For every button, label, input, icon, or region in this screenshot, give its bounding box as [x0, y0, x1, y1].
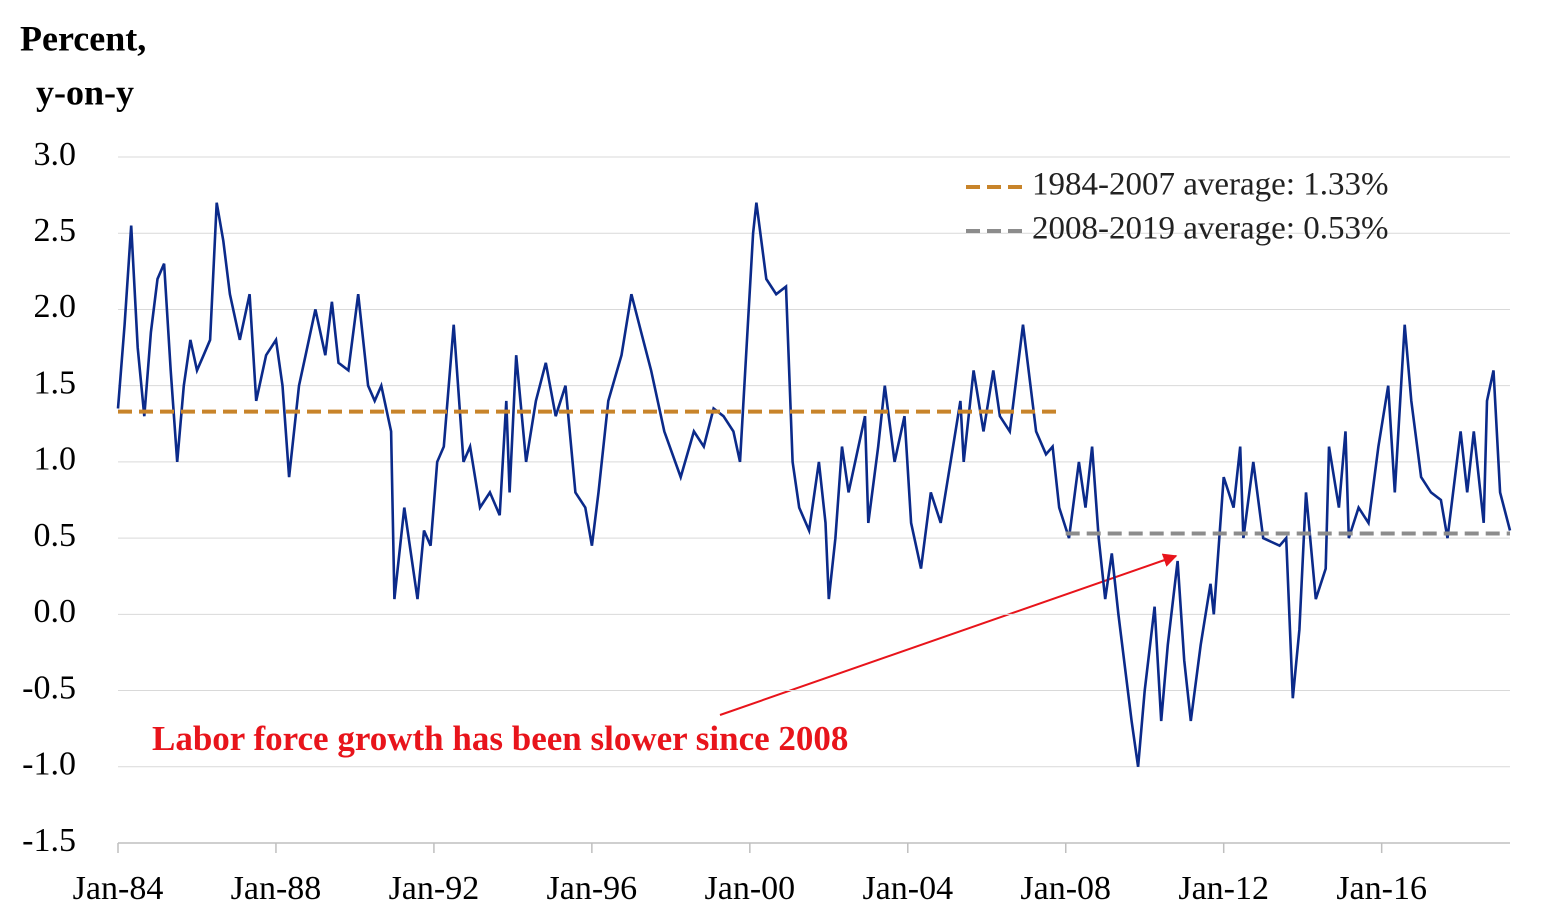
- y-tick-label: 1.0: [34, 441, 77, 478]
- y-axis-label: Percent,: [20, 18, 146, 58]
- y-axis-label: y-on-y: [36, 72, 134, 112]
- x-tick-label: Jan-12: [1178, 870, 1269, 907]
- y-tick-label: 2.5: [34, 212, 77, 249]
- y-tick-label: 0.5: [34, 517, 77, 554]
- x-tick-label: Jan-00: [705, 870, 796, 907]
- x-tick-label: Jan-84: [73, 870, 164, 907]
- x-tick-label: Jan-96: [547, 870, 638, 907]
- annotation-arrow: [719, 553, 1178, 716]
- y-tick-label: -1.5: [22, 822, 76, 859]
- y-tick-label: 2.0: [34, 288, 77, 325]
- x-tick-label: Jan-92: [389, 870, 480, 907]
- y-tick-label: -1.0: [22, 746, 76, 783]
- legend-label: 2008-2019 average: 0.53%: [1032, 211, 1388, 247]
- x-tick-label: Jan-88: [231, 870, 322, 907]
- y-tick-label: -0.5: [22, 669, 76, 706]
- x-tick-label: Jan-16: [1336, 870, 1427, 907]
- legend-label: 1984-2007 average: 1.33%: [1032, 167, 1388, 203]
- x-tick-label: Jan-04: [862, 870, 953, 907]
- y-tick-label: 0.0: [34, 593, 77, 630]
- x-tick-label: Jan-08: [1020, 870, 1111, 907]
- y-tick-label: 3.0: [34, 136, 77, 173]
- y-tick-label: 1.5: [34, 364, 77, 401]
- annotation: Labor force growth has been slower since…: [152, 719, 848, 758]
- data-line: [116, 202, 1512, 767]
